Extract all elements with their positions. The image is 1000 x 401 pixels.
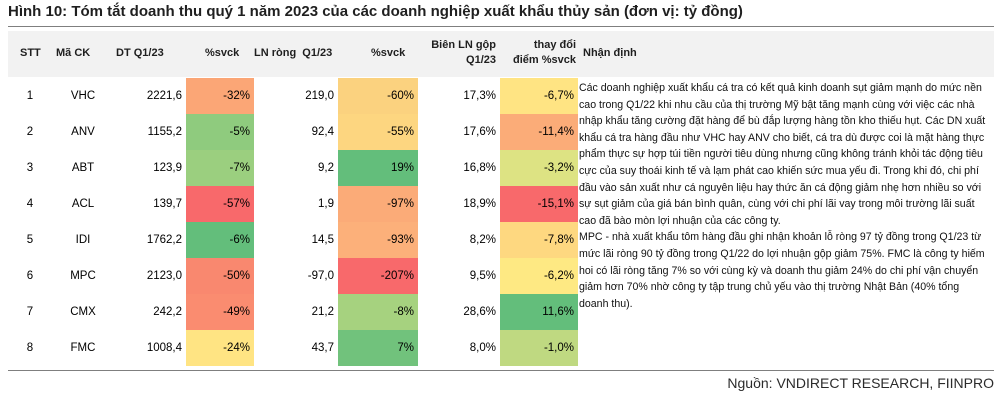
cell-bien-ln-gop: 28,6% (463, 306, 496, 318)
cell-stt: 1 (26, 90, 34, 102)
cell-dt-svck: -5% (186, 114, 254, 150)
cell-bien-ln-gop: 17,3% (463, 90, 496, 102)
cell-dt-q1: 1155,2 (147, 126, 182, 138)
header-dt-svck: %svck (205, 47, 240, 59)
table-row: 6 MPC 2123,0 -50% -97,0 -207% 9,5% -6,2% (8, 258, 578, 294)
cell-ma-ck: ABT (71, 162, 95, 174)
cell-dt-svck: -6% (186, 222, 254, 258)
cell-thay-doi: 11,6% (500, 294, 578, 330)
header-thay-doi-2: điểm %svck (513, 54, 576, 66)
cell-ma-ck: CMX (70, 306, 96, 318)
header-thay-doi-1: thay đổi (533, 39, 576, 51)
cell-bien-ln-gop: 8,2% (469, 234, 496, 246)
table-row: 8 FMC 1008,4 -24% 43,7 7% 8,0% -1,0% (8, 330, 578, 366)
cell-thay-doi: -7,8% (500, 222, 578, 258)
cell-ln-svck: -8% (338, 294, 418, 330)
header-ln-rong: LN ròng Q1/23 (254, 47, 333, 59)
table-row: 5 IDI 1762,2 -6% 14,5 -93% 8,2% -7,8% (8, 222, 578, 258)
source-note: Nguồn: VNDIRECT RESEARCH, FIINPRO (727, 375, 994, 391)
cell-stt: 7 (26, 306, 34, 318)
cell-thay-doi: -11,4% (500, 114, 578, 150)
header-ma-ck: Mã CK (56, 47, 91, 59)
cell-thay-doi: -1,0% (500, 330, 578, 366)
cell-ma-ck: FMC (70, 342, 96, 354)
table-row: 2 ANV 1155,2 -5% 92,4 -55% 17,6% -11,4% (8, 114, 578, 150)
cell-bien-ln-gop: 17,6% (463, 126, 496, 138)
header-ln-svck: %svck (371, 47, 406, 59)
cell-ln-svck: -93% (338, 222, 418, 258)
header-dt-q1: DT Q1/23 (116, 47, 164, 59)
cell-bien-ln-gop: 8,0% (469, 342, 496, 354)
cell-stt: 8 (26, 342, 34, 354)
figure-title: Hình 10: Tóm tắt doanh thu quý 1 năm 202… (8, 3, 743, 20)
header-bien-ln-gop-1: Biên LN gộp (431, 39, 496, 51)
cell-stt: 3 (26, 162, 34, 174)
cell-stt: 6 (26, 270, 34, 282)
cell-bien-ln-gop: 9,5% (469, 270, 496, 282)
cell-dt-q1: 242,2 (153, 306, 182, 318)
cell-ln-rong: 219,0 (305, 90, 334, 102)
cell-ln-rong: 9,2 (318, 162, 334, 174)
comment-paragraph-shrimp: MPC - nhà xuất khẩu tôm hàng đầu ghi nhậ… (579, 231, 985, 310)
table-row: 7 CMX 242,2 -49% 21,2 -8% 28,6% 11,6% (8, 294, 578, 330)
cell-stt: 2 (26, 126, 34, 138)
cell-thay-doi: -15,1% (500, 186, 578, 222)
cell-ma-ck: ACL (71, 198, 95, 210)
cell-ln-rong: -97,0 (307, 270, 334, 282)
header-stt: STT (20, 47, 41, 59)
comment-paragraph-pangasius: Các doanh nghiệp xuất khẩu cá tra có kết… (579, 82, 986, 227)
cell-ln-rong: 21,2 (311, 306, 334, 318)
analysis-comment: Các doanh nghiệp xuất khẩu cá tra có kết… (579, 80, 991, 312)
cell-thay-doi: -6,7% (500, 78, 578, 114)
bottom-divider (8, 370, 994, 371)
cell-ma-ck: VHC (70, 90, 96, 102)
cell-ln-svck: -207% (338, 258, 418, 294)
table-row: 4 ACL 139,7 -57% 1,9 -97% 18,9% -15,1% (8, 186, 578, 222)
cell-ma-ck: ANV (71, 126, 95, 138)
cell-dt-q1: 1008,4 (146, 342, 182, 354)
cell-ln-rong: 92,4 (311, 126, 334, 138)
cell-dt-q1: 1762,2 (146, 234, 182, 246)
cell-ma-ck: MPC (70, 270, 96, 282)
cell-dt-svck: -7% (186, 150, 254, 186)
cell-thay-doi: -3,2% (500, 150, 578, 186)
table-row: 3 ABT 123,9 -7% 9,2 19% 16,8% -3,2% (8, 150, 578, 186)
cell-dt-q1: 2123,0 (146, 270, 182, 282)
title-divider (8, 26, 994, 27)
table-header: STT Mã CK DT Q1/23 %svck LN ròng Q1/23 %… (8, 31, 994, 77)
cell-ln-svck: -55% (338, 114, 418, 150)
cell-dt-svck: -57% (186, 186, 254, 222)
cell-ln-rong: 43,7 (311, 342, 334, 354)
cell-dt-svck: -49% (186, 294, 254, 330)
cell-ln-svck: -97% (338, 186, 418, 222)
cell-dt-svck: -24% (186, 330, 254, 366)
cell-stt: 5 (26, 234, 34, 246)
cell-ln-svck: 19% (338, 150, 418, 186)
cell-dt-q1: 123,9 (153, 162, 182, 174)
cell-ln-svck: -60% (338, 78, 418, 114)
cell-bien-ln-gop: 18,9% (463, 198, 496, 210)
header-bien-ln-gop-2: Q1/23 (466, 54, 496, 66)
cell-dt-svck: -32% (186, 78, 254, 114)
cell-stt: 4 (26, 198, 34, 210)
cell-dt-q1: 2221,6 (146, 90, 182, 102)
cell-dt-svck: -50% (186, 258, 254, 294)
cell-ma-ck: IDI (75, 234, 91, 246)
cell-bien-ln-gop: 16,8% (463, 162, 496, 174)
cell-ln-rong: 1,9 (318, 198, 334, 210)
cell-dt-q1: 139,7 (153, 198, 182, 210)
cell-ln-svck: 7% (338, 330, 418, 366)
cell-ln-rong: 14,5 (311, 234, 334, 246)
header-nhan-dinh: Nhận định (583, 47, 637, 59)
table-row: 1 VHC 2221,6 -32% 219,0 -60% 17,3% -6,7% (8, 78, 578, 114)
cell-thay-doi: -6,2% (500, 258, 578, 294)
